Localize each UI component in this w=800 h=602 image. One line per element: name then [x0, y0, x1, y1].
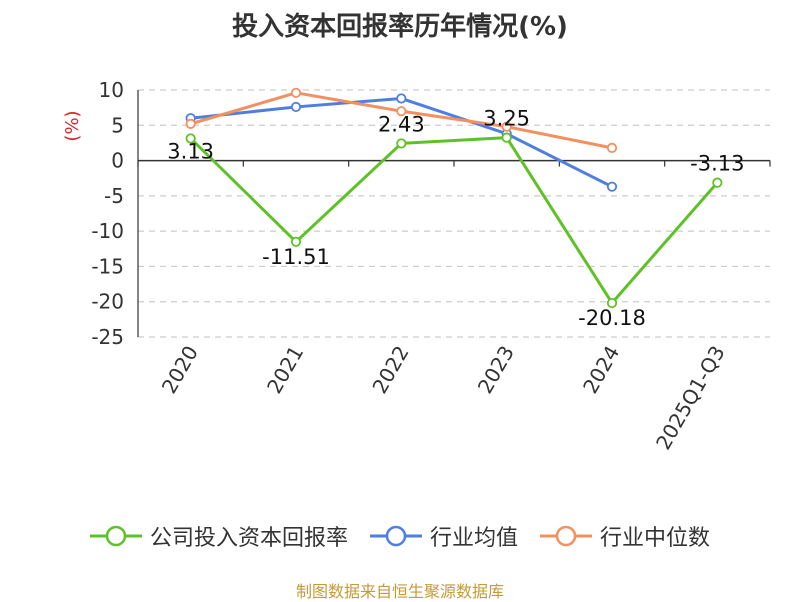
source-note: 制图数据来自恒生聚源数据库: [295, 582, 504, 601]
series-lines: [185, 87, 723, 309]
data-point: [712, 177, 723, 188]
y-tick-label: 5: [111, 113, 124, 137]
data-point: [185, 118, 196, 129]
data-point: [185, 133, 196, 144]
legend: 公司投入资本回报率 行业均值 行业中位数: [0, 518, 800, 554]
data-labels: 3.13 -11.51 2.43 3.25 -20.18 -3.13: [167, 107, 744, 330]
data-point: [396, 93, 407, 104]
x-tick-label: 2021: [262, 342, 308, 398]
x-tick-label: 2024: [578, 342, 624, 398]
y-axis-label: (%): [62, 110, 83, 141]
legend-item[interactable]: 行业中位数: [540, 520, 710, 552]
data-label: 3.13: [167, 139, 214, 163]
x-tick-label: 2025Q1-Q3: [651, 342, 730, 454]
legend-marker-icon: [540, 525, 592, 547]
data-label: -11.51: [262, 245, 330, 269]
data-point: [396, 138, 407, 149]
legend-label: 公司投入资本回报率: [149, 526, 348, 551]
y-tick-label: 0: [111, 149, 124, 173]
legend-item[interactable]: 行业均值: [369, 520, 518, 552]
y-tick-label: -15: [91, 254, 124, 278]
data-point: [606, 142, 618, 153]
y-tick-label: -25: [91, 325, 124, 349]
legend-label: 行业均值: [429, 526, 518, 551]
x-tick-label: 2020: [157, 342, 203, 398]
grid-lines: [138, 89, 770, 338]
y-tick-label: -10: [91, 219, 124, 243]
x-tick-label: 2023: [473, 342, 519, 398]
chart-title: 投入资本回报率历年情况(%): [232, 12, 568, 42]
data-label: 2.43: [378, 112, 425, 136]
x-tick-label: 2022: [367, 342, 413, 398]
legend-item[interactable]: 公司投入资本回报率: [89, 520, 348, 552]
data-point: [290, 101, 302, 113]
data-point: [290, 87, 302, 98]
data-label: -3.13: [690, 152, 744, 176]
series-line: [189, 136, 719, 305]
data-point: [501, 121, 512, 132]
data-label: 3.25: [483, 107, 530, 131]
y-tick-label: 10: [99, 78, 124, 102]
legend-marker-icon: [89, 525, 142, 547]
data-point: [606, 181, 618, 192]
y-tick-label: -5: [104, 184, 124, 208]
data-point: [290, 236, 302, 247]
data-point: [396, 106, 407, 117]
legend-marker-icon: [369, 525, 422, 547]
y-tick-label: -20: [91, 290, 124, 314]
legend-label: 行业中位数: [600, 526, 711, 551]
data-label: -20.18: [578, 306, 646, 330]
data-point: [606, 297, 618, 309]
data-point: [501, 132, 512, 143]
